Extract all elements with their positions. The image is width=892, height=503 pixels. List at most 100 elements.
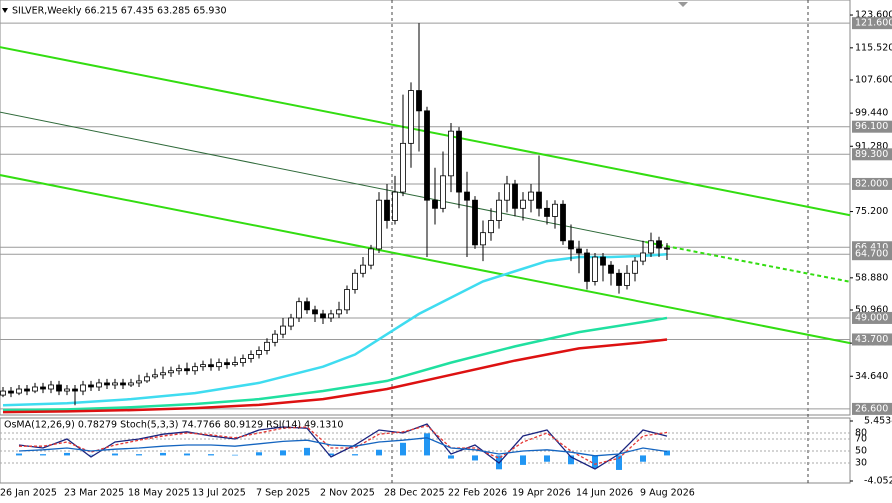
- candle-body: [64, 388, 70, 392]
- candle-body: [144, 376, 150, 382]
- y-tick-label: 58.880: [855, 272, 888, 283]
- indicator-title: OsMA(12,26,9) 0.78279 Stoch(5,3,3) 74.77…: [4, 420, 343, 431]
- candle-body: [536, 191, 542, 209]
- osma-bar: [544, 455, 550, 462]
- y-tick-label: 30: [855, 458, 867, 469]
- y-tick-label: 123.600: [855, 10, 892, 21]
- candle-body: [328, 313, 334, 319]
- osma-bar: [376, 449, 382, 456]
- level-label: 64.700: [855, 249, 888, 260]
- candle-body: [280, 325, 286, 335]
- x-tick-label: 7 Sep 2025: [256, 488, 310, 499]
- candle-body: [224, 362, 230, 366]
- x-tick-label: 14 Jun 2026: [576, 488, 633, 499]
- level-label-bg: [852, 248, 892, 261]
- candle-body: [560, 203, 566, 242]
- y-tick-label: 99.440: [855, 108, 888, 119]
- level-label-bg: [852, 17, 892, 30]
- osma-bar: [88, 454, 94, 456]
- candle-body: [128, 382, 134, 386]
- y-tick-label: 50: [855, 446, 867, 457]
- candle-body: [176, 368, 182, 372]
- level-label-bg: [852, 333, 892, 346]
- trend-line: [0, 174, 851, 345]
- osma-bar: [232, 454, 238, 456]
- candle-body: [568, 240, 574, 250]
- y-tick-label: 107.600: [855, 74, 892, 85]
- candle-body: [456, 130, 462, 193]
- candle-body: [232, 362, 238, 366]
- level-label: 43.700: [855, 334, 888, 345]
- level-label: 96.100: [855, 121, 888, 132]
- osma-bar: [160, 452, 166, 456]
- indicator-line: [19, 425, 668, 465]
- candle-body: [240, 358, 246, 364]
- candle-body: [504, 183, 510, 201]
- level-label: 82.000: [855, 178, 888, 189]
- candle-body: [424, 110, 430, 201]
- y-tick-label: 34.640: [855, 371, 888, 382]
- candle-body: [160, 372, 166, 376]
- level-label: 121.600: [855, 18, 892, 29]
- level-label-bg: [852, 177, 892, 190]
- candle-body: [200, 364, 206, 368]
- osma-bar: [616, 455, 622, 470]
- y-tick-label: 50.960: [855, 304, 888, 315]
- candle-body: [0, 390, 6, 396]
- candle-body: [544, 207, 550, 217]
- candle-body: [592, 256, 598, 282]
- osma-bar: [184, 453, 190, 456]
- candle-body: [40, 386, 46, 390]
- candle-body: [496, 199, 502, 221]
- candle-body: [136, 380, 142, 384]
- osma-bar: [208, 454, 214, 456]
- candle-body: [88, 384, 94, 388]
- candle-body: [312, 309, 318, 315]
- x-tick-label: 2 Nov 2025: [320, 488, 375, 499]
- candle-body: [488, 220, 494, 234]
- candle-body: [352, 272, 358, 290]
- candle-body: [112, 382, 118, 386]
- candle-body: [408, 90, 414, 144]
- candle-body: [392, 191, 398, 221]
- candle-body: [376, 199, 382, 250]
- osma-bar: [664, 450, 670, 456]
- level-label-bg: [852, 120, 892, 133]
- osma-bar: [256, 452, 262, 456]
- x-tick-label: 18 May 2025: [128, 488, 190, 499]
- candle-body: [528, 191, 534, 201]
- main-panel: [0, 0, 851, 416]
- candle-body: [608, 264, 614, 274]
- x-tick-label: 22 Feb 2026: [448, 488, 507, 499]
- y-tick-label: 70: [855, 434, 867, 445]
- title-icon: [2, 8, 8, 13]
- candle-body: [656, 240, 662, 249]
- candle-body: [512, 183, 518, 209]
- candle-body: [152, 374, 158, 378]
- candle-body: [16, 388, 22, 394]
- osma-bar: [304, 447, 310, 456]
- x-tick-label: 28 Dec 2025: [384, 488, 445, 499]
- osma-bar: [328, 453, 334, 456]
- candle-body: [96, 382, 102, 388]
- candle-body: [120, 382, 126, 386]
- level-label: 89.300: [855, 149, 888, 160]
- indicator-line: [18, 423, 668, 470]
- candle-body: [368, 248, 374, 266]
- osma-bar: [112, 453, 118, 456]
- candle-body: [552, 203, 558, 217]
- candle-body: [624, 272, 630, 286]
- x-tick-label: 9 Aug 2026: [640, 488, 695, 499]
- candle-body: [640, 252, 646, 262]
- moving-average: [2, 338, 668, 414]
- candle-body: [208, 364, 214, 368]
- candle-body: [384, 199, 390, 221]
- y-tick-label: 91.280: [855, 141, 888, 152]
- moving-average: [2, 316, 668, 412]
- candle-body: [80, 384, 86, 392]
- candle-body: [576, 248, 582, 254]
- candle-body: [632, 260, 638, 274]
- y-tick-label: 75.200: [855, 206, 888, 217]
- y2-tick-label: 5.45344: [864, 416, 892, 427]
